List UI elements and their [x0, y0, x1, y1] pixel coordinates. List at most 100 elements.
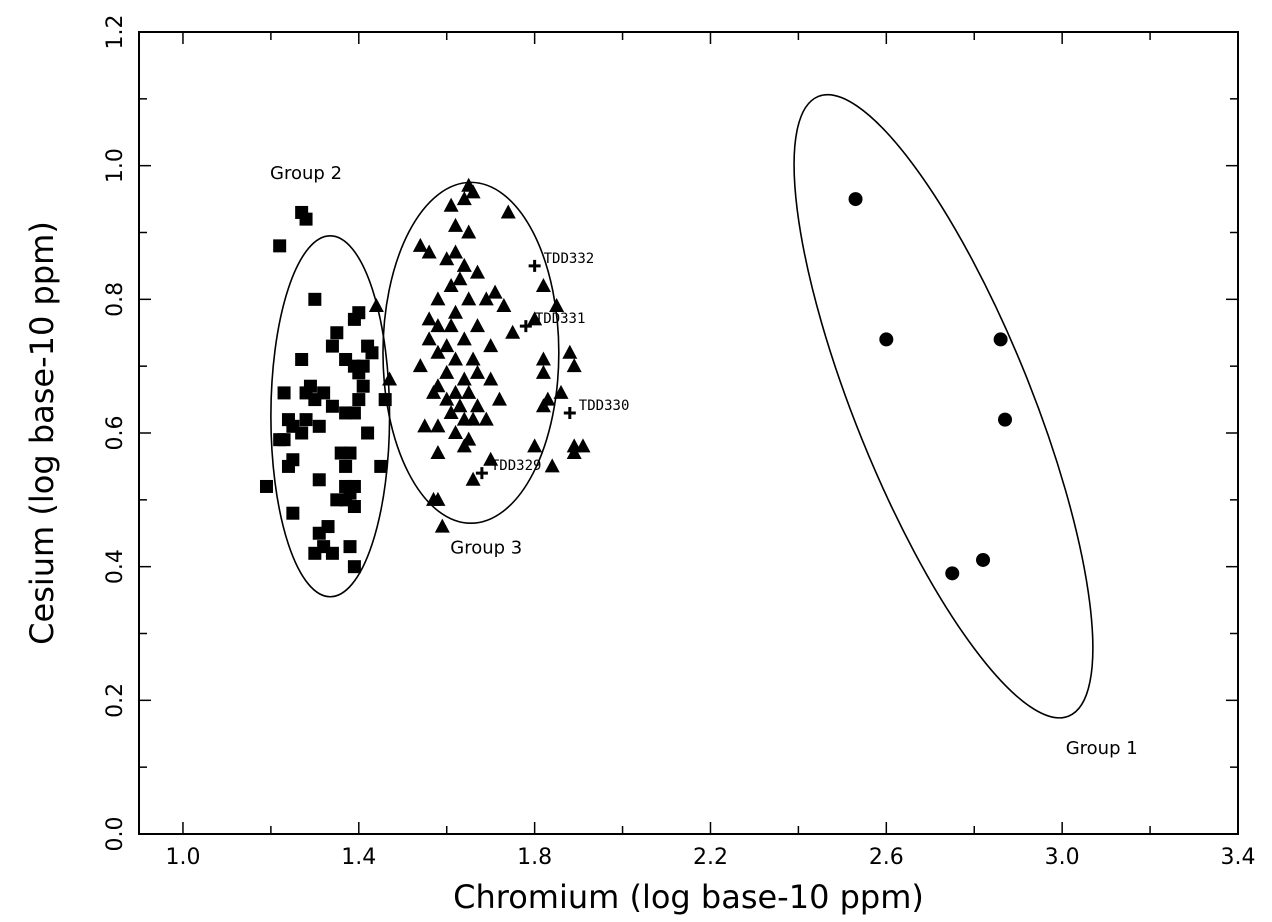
- triangle-marker: [469, 318, 485, 333]
- square-marker: [356, 379, 370, 393]
- circle-marker: [879, 332, 894, 347]
- triangle-marker: [461, 384, 477, 399]
- square-marker: [343, 540, 357, 554]
- square-marker: [365, 346, 379, 360]
- triangle-marker: [469, 398, 485, 413]
- triangle-marker: [368, 298, 384, 313]
- square-marker: [312, 419, 326, 433]
- x-tick-label: 3.0: [1045, 845, 1080, 870]
- square-marker: [277, 433, 291, 447]
- triangle-marker: [443, 197, 459, 212]
- axes: 1.0 1.4 1.8 2.2 2.6 3.0 3.4 0.0 0.2 0.4 0.6 0.8 1.0 1…: [103, 15, 1256, 871]
- square-marker: [273, 239, 287, 253]
- triangle-marker: [448, 217, 464, 232]
- triangle-marker: [439, 391, 455, 406]
- sample-label: TDD330: [579, 398, 630, 414]
- x-tick-label: 2.2: [693, 845, 728, 870]
- triangle-marker: [483, 371, 499, 386]
- triangle-marker: [382, 371, 398, 386]
- triangle-marker: [443, 277, 459, 292]
- square-marker: [325, 399, 339, 413]
- circle-marker: [998, 412, 1013, 427]
- y-axis-title: Cesium (log base-10 ppm): [23, 221, 61, 645]
- group-label: Group 1: [1066, 738, 1138, 759]
- triangle-marker: [417, 418, 433, 433]
- group-ellipses: [270, 93, 1094, 719]
- triangle-marker: [491, 391, 507, 406]
- triangle-marker: [452, 398, 468, 413]
- square-marker: [339, 459, 353, 473]
- triangle-marker: [426, 491, 442, 506]
- square-marker: [277, 386, 291, 400]
- triangle-marker: [483, 451, 499, 466]
- triangle-marker: [535, 398, 551, 413]
- square-marker: [361, 426, 375, 440]
- y-tick-label: 0.2: [103, 683, 128, 718]
- triangle-marker: [465, 351, 481, 366]
- circle-marker: [993, 332, 1008, 347]
- triangle-marker: [448, 384, 464, 399]
- triangle-marker: [553, 384, 569, 399]
- x-tick-label: 3.4: [1221, 845, 1256, 870]
- sample-label: TDD331: [535, 311, 586, 327]
- circle-marker: [848, 192, 863, 207]
- triangle-marker: [544, 458, 560, 473]
- triangle-marker: [465, 411, 481, 426]
- square-marker: [299, 413, 313, 427]
- triangle-marker: [469, 264, 485, 279]
- triangle-marker: [443, 318, 459, 333]
- triangle-marker: [487, 284, 503, 299]
- square-marker: [308, 393, 322, 407]
- triangle-marker: [430, 445, 446, 460]
- square-marker: [312, 473, 326, 487]
- y-tick-label: 1.0: [103, 148, 128, 183]
- y-tick-label: 0.6: [103, 416, 128, 451]
- triangle-marker: [478, 291, 494, 306]
- sample-label: TDD332: [544, 251, 595, 267]
- triangle-marker: [426, 384, 442, 399]
- annotations: TDD332 TDD331 TDD330 TDD329 Group 2 Group 3 Gr…: [270, 163, 1138, 759]
- x-tick-label: 1.0: [165, 845, 200, 870]
- y-tick-label: 1.2: [103, 15, 128, 50]
- square-marker: [286, 506, 300, 520]
- square-marker: [308, 546, 322, 560]
- triangle-marker: [448, 351, 464, 366]
- triangle-marker: [535, 277, 551, 292]
- triangle-marker: [430, 418, 446, 433]
- square-marker: [347, 560, 361, 574]
- square-marker: [343, 446, 357, 460]
- triangle-marker: [412, 358, 428, 373]
- triangle-marker: [439, 251, 455, 266]
- circle-marker: [976, 552, 991, 567]
- triangle-marker: [434, 518, 450, 533]
- data-points: [259, 177, 1013, 581]
- group-label: Group 3: [450, 537, 522, 558]
- triangle-marker: [575, 438, 591, 453]
- triangle-marker: [483, 338, 499, 353]
- x-tick-label: 1.4: [341, 845, 376, 870]
- cross-marker: [528, 259, 541, 272]
- square-marker: [347, 312, 361, 326]
- triangle-marker: [549, 298, 565, 313]
- triangle-marker: [562, 344, 578, 359]
- y-tick-label: 0.4: [103, 549, 128, 584]
- cross-marker: [519, 320, 532, 333]
- triangle-marker: [535, 351, 551, 366]
- triangle-marker: [505, 324, 521, 339]
- triangle-marker: [469, 364, 485, 379]
- square-marker: [299, 212, 313, 226]
- group-ellipse: [793, 93, 1094, 719]
- triangle-marker: [448, 425, 464, 439]
- triangle-marker: [527, 438, 543, 453]
- square-marker: [339, 406, 353, 420]
- square-marker: [352, 366, 366, 380]
- square-marker: [259, 479, 273, 493]
- x-axis-title: Chromium (log base-10 ppm): [453, 878, 924, 916]
- square-marker: [295, 426, 309, 440]
- triangle-marker: [421, 331, 437, 346]
- square-marker: [325, 339, 339, 353]
- triangle-marker: [456, 438, 472, 453]
- triangle-marker: [566, 358, 582, 373]
